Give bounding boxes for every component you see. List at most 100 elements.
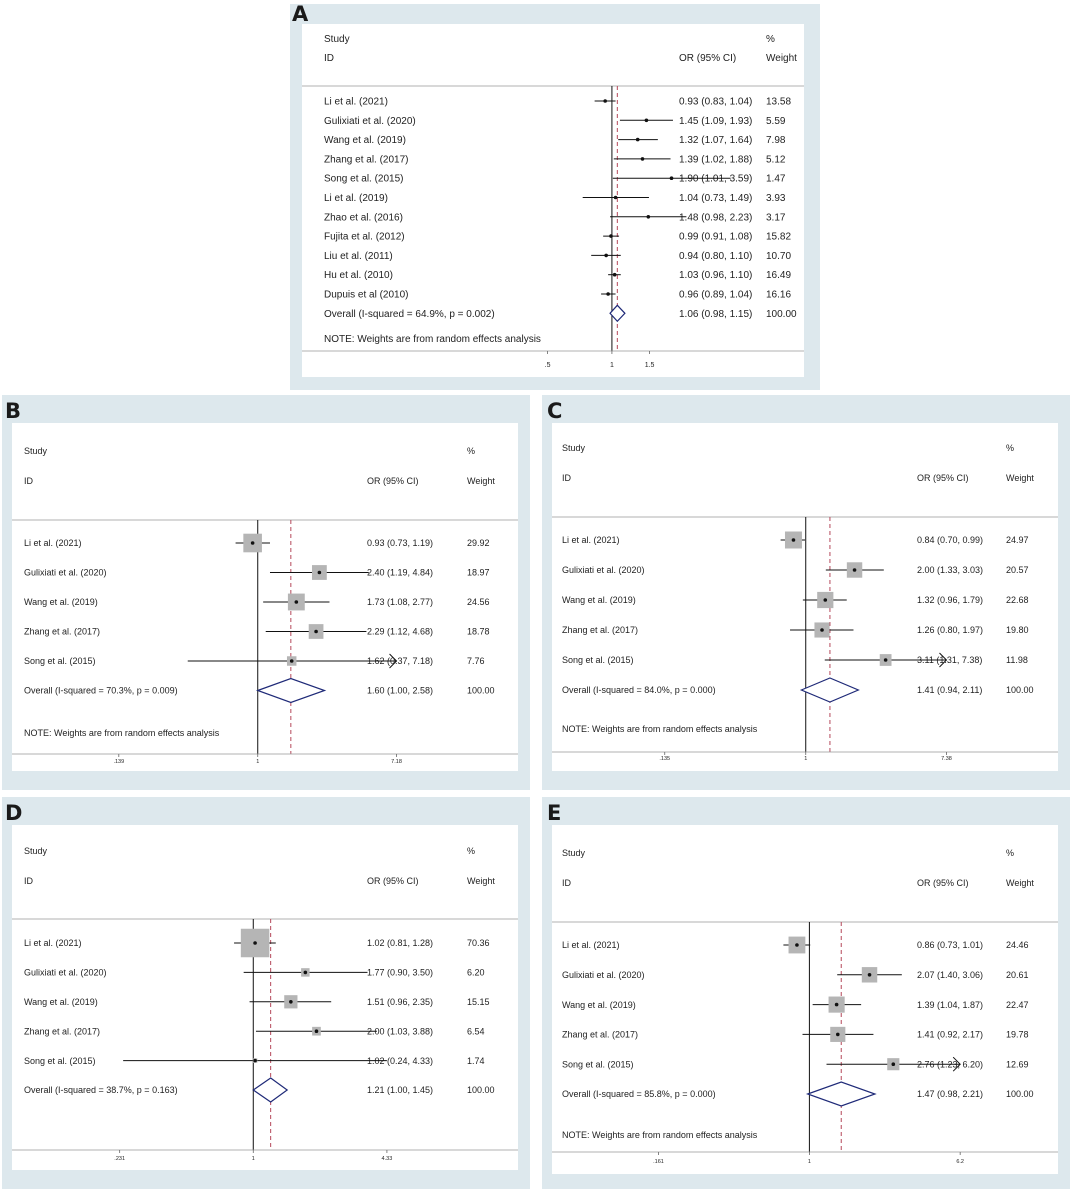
- panel-label-a: A: [292, 2, 309, 26]
- forest-svg: Study ID OR (95% CI)% Weight Li et al. (2021…: [12, 446, 518, 765]
- point-estimate: [314, 1029, 319, 1033]
- point-estimate: [613, 195, 618, 200]
- study-label: Li et al. (2021): [562, 940, 620, 950]
- panel-d: D Study ID OR (95% CI)% Weight Li et al. (20…: [2, 797, 530, 1189]
- header-percent: %: [1006, 443, 1014, 453]
- panel-a: A Study ID OR (95% CI)% Weight Li et al. (20…: [290, 4, 820, 390]
- study-weight: 5.12: [766, 154, 786, 165]
- study-weight: 1.47: [766, 174, 786, 185]
- header-percent: %: [766, 34, 775, 45]
- point-estimate: [635, 137, 640, 142]
- study-or-ci: 1.62 (0.37, 7.18): [367, 656, 433, 666]
- study-label: Zhao et al. (2016): [324, 212, 403, 223]
- header-study: Study: [24, 446, 48, 456]
- header-or-ci: OR (95% CI): [367, 876, 419, 886]
- study-or-ci: 0.84 (0.70, 0.99): [917, 535, 983, 545]
- point-estimate: [644, 118, 649, 123]
- study-or-ci: 1.32 (0.96, 1.79): [917, 595, 983, 605]
- panel-label-e: E: [547, 801, 562, 825]
- point-estimate: [289, 1000, 293, 1004]
- study-or-ci: 2.00 (1.03, 3.88): [367, 1026, 433, 1036]
- panel-label-c: C: [547, 399, 563, 423]
- header-percent: %: [467, 846, 475, 856]
- point-estimate: [612, 272, 617, 277]
- panel-label-b: B: [5, 399, 22, 423]
- study-or-ci: 0.99 (0.91, 1.08): [679, 232, 752, 243]
- study-label: Song et al. (2015): [562, 655, 634, 665]
- study-label: Hu et al. (2010): [324, 270, 393, 281]
- study-or-ci: 0.93 (0.73, 1.19): [367, 538, 433, 548]
- overall-label: Overall (I-squared = 70.3%, p = 0.009): [24, 686, 178, 696]
- forest-plot-d: Study ID OR (95% CI)% Weight Li et al. (2021…: [12, 825, 518, 1170]
- overall-diamond: [252, 1077, 289, 1103]
- x-tick-label: .161: [653, 1159, 664, 1165]
- header-or-ci: OR (95% CI): [367, 476, 419, 486]
- forest-svg: Study ID OR (95% CI)% Weight Li et al. (2021…: [12, 846, 518, 1162]
- study-label: Song et al. (2015): [24, 1056, 96, 1066]
- study-or-ci: 2.00 (1.33, 3.03): [917, 565, 983, 575]
- study-weight: 6.20: [467, 968, 485, 978]
- study-label: Li et al. (2021): [324, 97, 388, 108]
- study-or-ci: 1.41 (0.92, 2.17): [917, 1030, 983, 1040]
- study-weight: 3.93: [766, 193, 786, 204]
- study-weight: 18.97: [467, 568, 490, 578]
- header-id: ID: [562, 473, 572, 483]
- point-estimate: [250, 541, 255, 545]
- x-tick-label: .135: [659, 756, 670, 762]
- point-estimate: [852, 568, 857, 572]
- x-tick-label: 1: [808, 1159, 811, 1165]
- header-or-ci: OR (95% CI): [679, 53, 736, 64]
- study-label: Li et al. (2019): [324, 193, 388, 204]
- note-text: NOTE: Weights are from random effects an…: [562, 1130, 758, 1140]
- header-study: Study: [562, 848, 586, 858]
- study-or-ci: 1.26 (0.80, 1.97): [917, 625, 983, 635]
- point-estimate: [834, 1002, 839, 1007]
- point-estimate: [317, 570, 322, 575]
- point-estimate: [883, 658, 888, 662]
- point-estimate: [820, 628, 824, 632]
- study-weight: 12.69: [1006, 1059, 1029, 1069]
- study-or-ci: 2.07 (1.40, 3.06): [917, 970, 983, 980]
- study-weight: 7.98: [766, 135, 786, 146]
- point-estimate: [253, 941, 257, 945]
- header-percent: %: [467, 446, 475, 456]
- study-label: Zhang et al. (2017): [562, 1030, 638, 1040]
- x-tick-label: .231: [114, 1156, 125, 1162]
- point-estimate: [604, 253, 608, 258]
- study-weight: 20.61: [1006, 970, 1029, 980]
- study-weight: 22.47: [1006, 1000, 1029, 1010]
- forest-plot-c: Study ID OR (95% CI)% Weight Li et al. (2021…: [552, 423, 1058, 771]
- forest-plot-e: Study ID OR (95% CI)% Weight Li et al. (2021…: [552, 825, 1058, 1174]
- overall-weight: 100.00: [766, 309, 797, 320]
- study-label: Zhang et al. (2017): [324, 154, 409, 165]
- study-weight: 16.49: [766, 270, 791, 281]
- study-label: Zhang et al. (2017): [562, 625, 638, 635]
- note-text: NOTE: Weights are from random effects an…: [24, 728, 220, 738]
- overall-or-ci: 1.60 (1.00, 2.58): [367, 686, 433, 696]
- header-or-ci: OR (95% CI): [917, 878, 969, 888]
- study-weight: 24.46: [1006, 940, 1029, 950]
- point-estimate: [891, 1062, 896, 1066]
- panel-b: B Study ID OR (95% CI)% Weight Li et al. (20…: [2, 395, 530, 790]
- study-label: Zhang et al. (2017): [24, 627, 100, 637]
- overall-or-ci: 1.41 (0.94, 2.11): [917, 685, 982, 695]
- forest-svg: Study ID OR (95% CI)% Weight Li et al. (2021…: [302, 34, 804, 369]
- study-weight: 70.36: [467, 938, 490, 948]
- study-label: Gulixiati et al. (2020): [562, 970, 645, 980]
- point-estimate: [835, 1032, 840, 1037]
- study-label: Wang et al. (2019): [562, 1000, 636, 1010]
- overall-label: Overall (I-squared = 84.0%, p = 0.000): [562, 685, 716, 695]
- note-text: NOTE: Weights are from random effects an…: [562, 724, 758, 734]
- study-weight: 5.59: [766, 116, 786, 127]
- study-or-ci: 1.45 (1.09, 1.93): [679, 116, 752, 127]
- point-estimate: [314, 629, 318, 634]
- study-weight: 11.98: [1006, 655, 1028, 665]
- study-weight: 16.16: [766, 290, 791, 301]
- study-weight: 1.74: [467, 1056, 485, 1066]
- x-tick-label: .5: [545, 362, 551, 369]
- study-or-ci: 1.73 (1.08, 2.77): [367, 597, 433, 607]
- point-estimate: [606, 292, 610, 296]
- header-id: ID: [324, 53, 334, 64]
- header-id: ID: [24, 476, 34, 486]
- header-study: Study: [562, 443, 586, 453]
